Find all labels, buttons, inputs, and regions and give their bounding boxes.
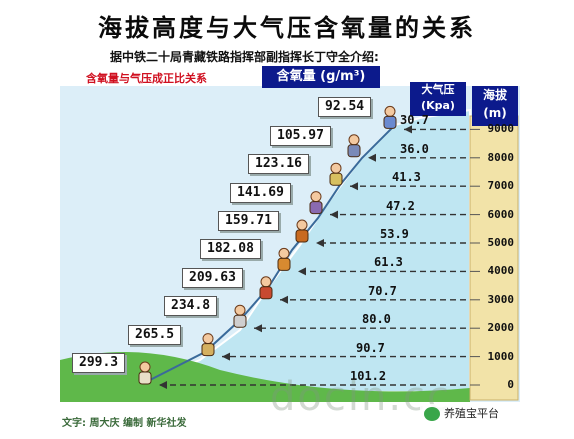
page-title: 海拔高度与大气压含氧量的关系 — [98, 14, 476, 42]
climber-figure — [329, 162, 343, 186]
oxygen-value: 234.8 — [164, 296, 218, 317]
oxygen-value: 209.63 — [182, 267, 243, 288]
altitude-tick-label: 6000 — [487, 207, 515, 221]
pressure-arrowhead — [316, 239, 324, 247]
pressure-arrowhead — [368, 153, 376, 162]
altitude-tick-label: 7000 — [487, 179, 515, 193]
oxygen-header: 含氧量 (g/m³) — [262, 66, 380, 88]
platform-badge: 养殖宝平台 — [420, 404, 512, 424]
climber-figure — [295, 219, 309, 243]
pressure-arrowhead — [159, 381, 167, 389]
altitude-ruler — [469, 115, 519, 401]
pressure-value: 47.2 — [386, 198, 415, 213]
climber-figure — [383, 105, 397, 129]
subtitle: 据中铁二十局青藏铁路指挥部副指挥长丁守全介绍: — [110, 50, 379, 64]
pressure-arrowhead — [350, 182, 358, 191]
altitude-tick-label: 1000 — [487, 349, 515, 363]
altitude-tick-label: 5000 — [487, 236, 515, 249]
climber-figure — [201, 333, 215, 357]
altitude-header-line1: 海拔 — [482, 88, 507, 102]
oxygen-value: 299.3 — [72, 353, 126, 373]
pressure-arrowhead — [222, 352, 230, 361]
pressure-arrowhead — [280, 295, 288, 304]
oxygen-value: 182.08 — [200, 239, 261, 260]
pressure-value: 70.7 — [368, 283, 397, 298]
altitude-header: 海拔 (m) — [472, 86, 518, 126]
pressure-header-line2: (Kpa) — [421, 99, 455, 112]
climber-figure — [138, 361, 152, 385]
altitude-tick-label: 9000 — [487, 122, 515, 136]
wechat-icon — [424, 407, 440, 421]
oxygen-value: 141.69 — [230, 182, 291, 203]
climber-figure — [277, 247, 291, 271]
climber-figure — [233, 304, 247, 328]
pressure-value: 53.9 — [380, 227, 409, 241]
climber-figure — [259, 276, 273, 300]
pressure-value: 101.2 — [350, 369, 387, 383]
ruler-ticks — [470, 128, 480, 386]
altitude-header-line2: (m) — [483, 106, 507, 120]
oxygen-value: 123.16 — [248, 154, 309, 175]
pressure-arrowhead — [298, 267, 306, 276]
relation-note: 含氧量与气压成正比关系 — [86, 72, 207, 85]
pressure-arrowhead — [404, 125, 412, 134]
oxygen-value: 265.5 — [128, 324, 182, 345]
pressure-header: 大气压 (Kpa) — [410, 82, 466, 116]
footer-credit: 文字: 周大庆 编制 新华社发 — [62, 418, 187, 429]
pressure-value: 61.3 — [374, 255, 403, 270]
altitude-tick-label: 2000 — [487, 321, 515, 335]
pressure-value: 36.0 — [400, 141, 429, 156]
pressure-arrowhead — [330, 210, 338, 219]
pressure-value: 90.7 — [356, 340, 385, 355]
watermark: docin.cc — [270, 374, 452, 420]
pressure-value: 80.0 — [362, 312, 391, 327]
oxygen-value: 159.71 — [218, 211, 279, 231]
pressure-arrowhead — [254, 324, 262, 333]
oxygen-value: 92.54 — [318, 97, 372, 118]
altitude-tick-label: 3000 — [487, 292, 515, 306]
platform-badge-label: 养殖宝平台 — [444, 407, 499, 420]
altitude-tick-label: 4000 — [487, 264, 515, 278]
climber-figure — [309, 191, 323, 215]
pressure-value: 41.3 — [392, 170, 421, 185]
oxygen-value: 105.97 — [270, 125, 331, 146]
altitude-tick-label: 0 — [507, 378, 514, 391]
trail-line — [149, 127, 393, 381]
pressure-value: 30.7 — [400, 113, 429, 128]
climber-figure — [347, 134, 361, 158]
grass-ground — [60, 352, 470, 402]
pressure-header-line1: 大气压 — [421, 83, 455, 96]
pressure-arrows — [159, 125, 466, 389]
climber-figures — [138, 105, 397, 385]
altitude-tick-label: 8000 — [487, 150, 515, 164]
